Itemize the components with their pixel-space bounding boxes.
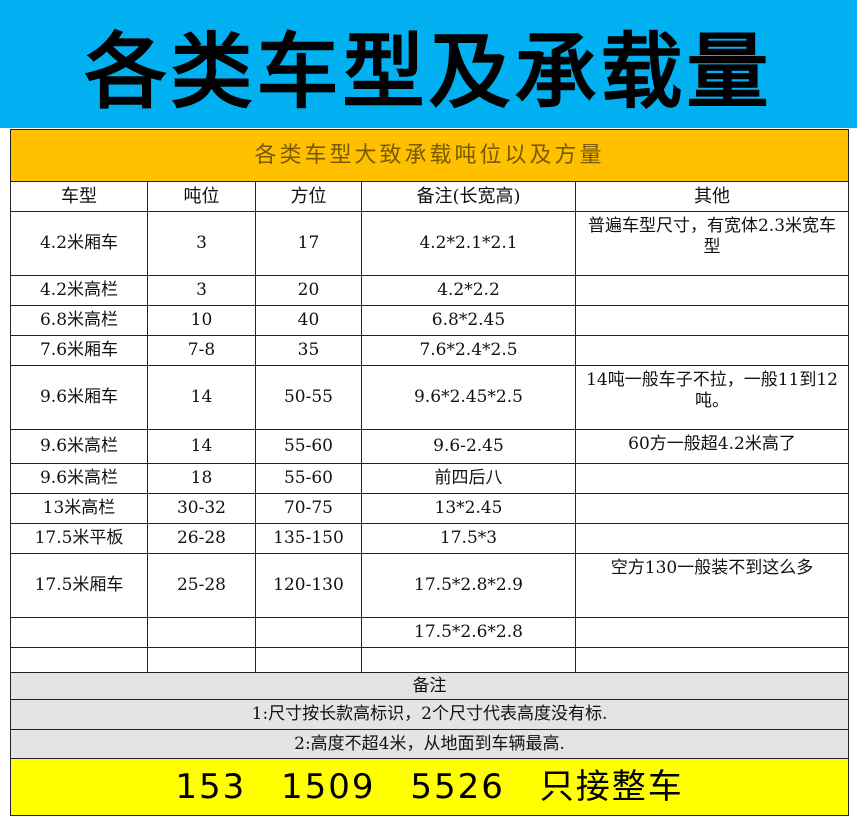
table-cell: 13米高栏 bbox=[10, 493, 148, 524]
table-cell: 17.5米平板 bbox=[10, 523, 148, 554]
table-cell bbox=[10, 647, 148, 673]
table-cell: 4.2*2.2 bbox=[361, 275, 576, 306]
table-cell: 7.6米厢车 bbox=[10, 335, 148, 366]
table-cell: 3 bbox=[147, 275, 256, 306]
table-row: 6.8米高栏 10 40 6.8*2.45 bbox=[10, 305, 850, 336]
table-cell: 70-75 bbox=[255, 493, 362, 524]
table-row: 4.2米厢车 3 17 4.2*2.1*2.1 普遍车型尺寸，有宽体2.3米宽车型 bbox=[10, 211, 850, 276]
table-cell: 17.5*2.8*2.9 bbox=[361, 553, 576, 618]
note-row: 1:尺寸按长款高标识，2个尺寸代表高度没有标. bbox=[9, 699, 850, 730]
table-cell bbox=[574, 617, 850, 648]
table-row: 17.5*2.6*2.8 bbox=[10, 617, 850, 648]
table-cell bbox=[10, 617, 148, 648]
table-cell: 14 bbox=[147, 429, 256, 464]
table-cell: 普遍车型尺寸，有宽体2.3米宽车型 bbox=[574, 211, 850, 276]
table-cell: 20 bbox=[255, 275, 362, 306]
table-row: 4.2米高栏 3 20 4.2*2.2 bbox=[10, 275, 850, 306]
table-row: 7.6米厢车 7-8 35 7.6*2.4*2.5 bbox=[10, 335, 850, 366]
table-cell bbox=[255, 617, 362, 648]
table-cell: 135-150 bbox=[255, 523, 362, 554]
table-cell: 17 bbox=[255, 211, 362, 276]
note: 1:尺寸按长款高标识，2个尺寸代表高度没有标. bbox=[9, 699, 850, 730]
table-cell: 18 bbox=[147, 463, 256, 494]
table-cell bbox=[147, 647, 256, 673]
col-header: 其他 bbox=[574, 181, 850, 212]
header-row: 车型 吨位 方位 备注(长宽高) 其他 bbox=[10, 181, 850, 212]
col-header: 吨位 bbox=[147, 181, 256, 212]
contact-footer: 153 1509 5526 只接整车 bbox=[9, 758, 850, 816]
table-row bbox=[10, 647, 850, 673]
table-cell: 40 bbox=[255, 305, 362, 336]
table-row: 9.6米高栏 18 55-60 前四后八 bbox=[10, 463, 850, 494]
table-cell bbox=[361, 647, 576, 673]
table-row: 17.5米厢车 25-28 120-130 17.5*2.8*2.9 空方130一般装不… bbox=[10, 553, 850, 618]
table-cell: 17.5*3 bbox=[361, 523, 576, 554]
note-row: 2:高度不超4米，从地面到车辆最高. bbox=[9, 729, 850, 759]
note: 2:高度不超4米，从地面到车辆最高. bbox=[9, 729, 850, 759]
table-cell: 7.6*2.4*2.5 bbox=[361, 335, 576, 366]
table-cell bbox=[574, 493, 850, 524]
table-cell bbox=[147, 617, 256, 648]
table-cell: 35 bbox=[255, 335, 362, 366]
footer-row: 153 1509 5526 只接整车 bbox=[9, 758, 850, 816]
table-cell bbox=[574, 523, 850, 554]
table-cell: 6.8米高栏 bbox=[10, 305, 148, 336]
subtitle: 各类车型大致承载吨位以及方量 bbox=[9, 129, 850, 182]
table-cell: 10 bbox=[147, 305, 256, 336]
table-cell bbox=[574, 647, 850, 673]
table-cell: 空方130一般装不到这么多 bbox=[574, 553, 850, 618]
table-cell bbox=[574, 335, 850, 366]
table-row: 9.6米高栏 14 55-60 9.6-2.45 60方一般超4.2米高了 bbox=[10, 429, 850, 464]
table-cell: 9.6米高栏 bbox=[10, 463, 148, 494]
table-cell: 17.5米厢车 bbox=[10, 553, 148, 618]
table-cell bbox=[574, 305, 850, 336]
table-row: 9.6米厢车 14 50-55 9.6*2.45*2.5 14吨一般车子不拉，一般11到… bbox=[10, 365, 850, 430]
table-cell: 6.8*2.45 bbox=[361, 305, 576, 336]
table-cell: 4.2*2.1*2.1 bbox=[361, 211, 576, 276]
table-cell bbox=[255, 647, 362, 673]
table-row: 13米高栏 30-32 70-75 13*2.45 bbox=[10, 493, 850, 524]
table-cell: 26-28 bbox=[147, 523, 256, 554]
col-header: 方位 bbox=[255, 181, 362, 212]
vehicle-table: 各类车型大致承载吨位以及方量 车型 吨位 方位 备注(长宽高) 其他 4.2米厢… bbox=[9, 129, 850, 816]
table-cell: 50-55 bbox=[255, 365, 362, 430]
table-cell: 55-60 bbox=[255, 429, 362, 464]
table-cell: 120-130 bbox=[255, 553, 362, 618]
table-cell: 7-8 bbox=[147, 335, 256, 366]
notes-title-row: 备注 bbox=[9, 672, 850, 700]
table-cell: 30-32 bbox=[147, 493, 256, 524]
table-cell: 9.6米厢车 bbox=[10, 365, 148, 430]
table-cell: 4.2米厢车 bbox=[10, 211, 148, 276]
table-cell bbox=[574, 275, 850, 306]
col-header: 备注(长宽高) bbox=[361, 181, 576, 212]
notes-title: 备注 bbox=[9, 672, 850, 700]
table-cell: 3 bbox=[147, 211, 256, 276]
table-row: 17.5米平板 26-28 135-150 17.5*3 bbox=[10, 523, 850, 554]
table-cell bbox=[574, 463, 850, 494]
table-cell: 9.6*2.45*2.5 bbox=[361, 365, 576, 430]
table-cell: 13*2.45 bbox=[361, 493, 576, 524]
table-cell: 55-60 bbox=[255, 463, 362, 494]
table-cell: 9.6米高栏 bbox=[10, 429, 148, 464]
col-header: 车型 bbox=[10, 181, 148, 212]
table-cell: 25-28 bbox=[147, 553, 256, 618]
table-cell: 60方一般超4.2米高了 bbox=[574, 429, 850, 464]
table-cell: 前四后八 bbox=[361, 463, 576, 494]
subtitle-row: 各类车型大致承载吨位以及方量 bbox=[9, 129, 850, 182]
table-cell: 14吨一般车子不拉，一般11到12吨。 bbox=[574, 365, 850, 430]
table-cell: 17.5*2.6*2.8 bbox=[361, 617, 576, 648]
page-title: 各类车型及承载量 bbox=[84, 24, 773, 120]
table-cell: 4.2米高栏 bbox=[10, 275, 148, 306]
title-banner: 各类车型及承载量 bbox=[0, 0, 857, 128]
table-cell: 14 bbox=[147, 365, 256, 430]
table-cell: 9.6-2.45 bbox=[361, 429, 576, 464]
